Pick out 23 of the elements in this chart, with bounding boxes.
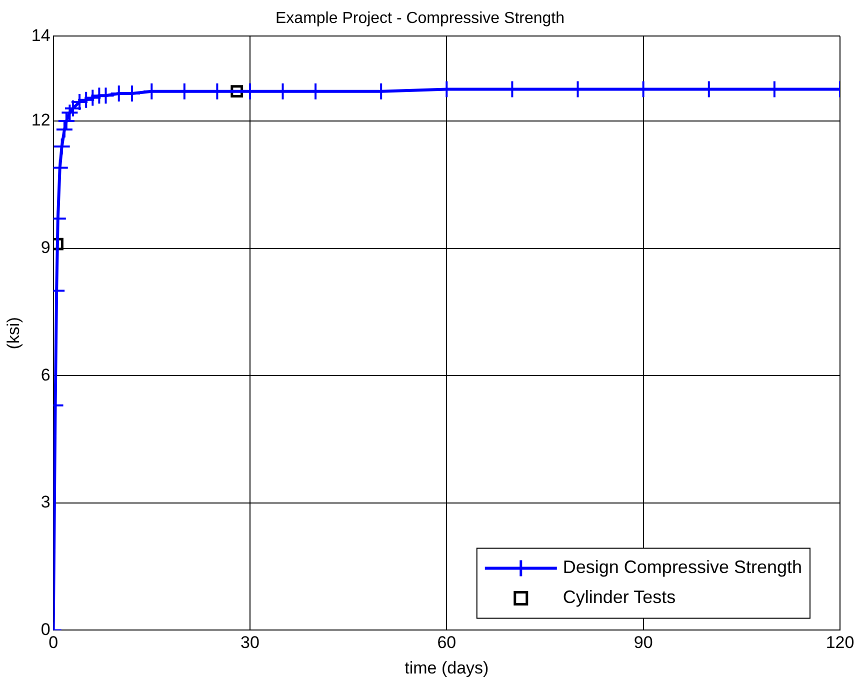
point	[64, 99, 82, 118]
legend-label: Design Compressive Strength	[562, 557, 802, 578]
x-tick-label: 120	[826, 633, 854, 652]
point	[77, 90, 96, 109]
y-tick-label: 3	[40, 492, 50, 512]
y-tick-label: 9	[40, 238, 50, 258]
point	[70, 92, 89, 111]
y-axis-title: (ksi)	[4, 317, 23, 350]
y-tick-label: 12	[31, 110, 50, 130]
x-axis-title: time (days)	[404, 658, 489, 678]
point	[60, 104, 79, 122]
y-tick-label: 0	[40, 620, 50, 639]
x-tick-label: 90	[634, 633, 653, 652]
point	[84, 88, 102, 107]
legend-label: Cylinder Tests	[562, 587, 676, 608]
point	[55, 120, 74, 139]
point	[53, 138, 71, 156]
chart-title: Example Project - Compressive Strength	[276, 10, 564, 28]
x-tick-label: 30	[240, 633, 260, 652]
y-tick-label: 6	[40, 365, 50, 384]
point	[57, 112, 76, 130]
y-tick-label: 14	[31, 26, 50, 45]
x-tick-label: 60	[437, 633, 456, 652]
